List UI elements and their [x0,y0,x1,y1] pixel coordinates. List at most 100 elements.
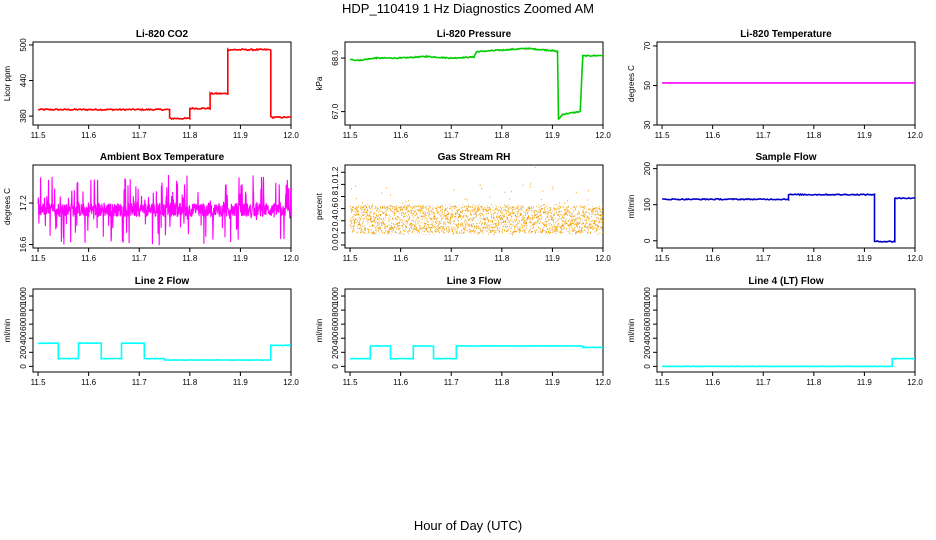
x-tick-label: 11.9 [545,131,561,140]
series [37,47,291,121]
y-tick-label: 0.0 [331,239,340,251]
x-tick-label: 11.9 [545,378,561,387]
y-tick-label: 800 [643,303,652,317]
x-tick-label: 11.5 [655,254,671,263]
plot-frame [344,41,604,126]
panel-title: Li-820 CO2 [136,29,189,40]
x-tick-label: 11.6 [81,254,97,263]
x-tick-label: 11.7 [756,131,772,140]
y-tick-label: 67.0 [331,103,340,119]
y-axis-label: ml/min [3,319,12,343]
panel-title: Li-820 Temperature [740,29,832,40]
y-tick-label: 0 [643,364,652,369]
x-tick-label: 11.7 [756,378,772,387]
y-axis-label: degrees C [627,65,636,102]
x-tick-label: 12.0 [907,254,923,263]
y-tick-label: 200 [643,345,652,359]
x-tick-label: 11.5 [343,131,359,140]
x-tick-label: 11.8 [182,378,198,387]
x-tick-label: 12.0 [283,378,299,387]
y-tick-label: 800 [19,303,28,317]
x-tick-label: 11.5 [31,131,47,140]
x-tick-label: 11.9 [233,254,249,263]
x-tick-label: 11.9 [545,254,561,263]
y-tick-label: 68.0 [331,50,340,66]
x-tick-label: 11.8 [806,378,822,387]
x-tick-label: 11.7 [132,254,148,263]
y-tick-label: 380 [19,109,28,123]
x-tick-label: 11.6 [393,378,409,387]
plot-frame [32,41,292,126]
series [37,342,291,362]
x-tick-label: 12.0 [283,254,299,263]
x-tick-label: 11.9 [233,131,249,140]
panel-title: Line 3 Flow [447,276,502,287]
x-tick-label: 12.0 [595,254,611,263]
x-tick-label: 11.7 [444,254,460,263]
panel-3: Li-820 Temperature 11.5 11.6 11.7 11.8 11.9 12… [627,29,923,140]
x-tick-label: 11.6 [705,131,721,140]
x-tick-label: 11.6 [393,131,409,140]
y-tick-label: 440 [19,73,28,87]
x-tick-label: 11.9 [857,254,873,263]
series [662,357,915,368]
series-line [37,174,291,246]
x-tick-label: 11.8 [494,378,510,387]
x-tick-label: 11.6 [705,378,721,387]
x-tick-label: 12.0 [595,378,611,387]
x-tick-label: 11.8 [806,131,822,140]
x-tick-label: 11.6 [393,254,409,263]
x-tick-label: 12.0 [283,131,299,140]
y-tick-label: 1000 [331,287,340,305]
series [349,47,603,120]
y-axis-label: percent [315,192,324,219]
x-tick-label: 11.7 [132,131,148,140]
x-tick-label: 11.7 [132,378,148,387]
panel-title: Sample Flow [755,152,816,163]
page-x-axis-label: Hour of Day (UTC) [413,518,523,533]
page-title: HDP_110419 1 Hz Diagnostics Zoomed AM [342,1,594,16]
panel-2: Li-820 Pressure 11.5 11.6 11.7 11.8 11.9 12.0 6… [315,29,611,140]
y-tick-label: 0 [19,364,28,369]
y-tick-label: 1.2 [331,166,340,178]
y-axis-label: Licor ppm [3,66,12,101]
plot-frame [656,288,916,373]
series-line [349,47,603,120]
panel-title: Li-820 Pressure [437,29,512,40]
series-line [37,47,291,121]
y-axis-label: ml/min [315,319,324,343]
y-axis-label: degrees C [3,188,12,225]
x-tick-label: 12.0 [595,131,611,140]
panel-title: Line 2 Flow [135,276,190,287]
y-tick-label: 400 [19,331,28,345]
y-tick-label: 1.0 [331,178,340,190]
plot-frame [344,164,604,249]
x-tick-label: 12.0 [907,131,923,140]
y-tick-label: 0.4 [331,215,340,227]
y-tick-label: 600 [331,317,340,331]
y-tick-label: 200 [19,345,28,359]
x-tick-label: 11.9 [857,378,873,387]
panel-title: Gas Stream RH [438,152,511,163]
series [37,174,291,246]
y-axis-label: ml/min [627,195,636,219]
y-tick-label: 50 [643,80,652,89]
panel-5: Gas Stream RH 11.5 11.6 11.7 11.8 11.9 12.0 0.0… [315,152,611,263]
series-points [350,166,603,236]
series [661,192,915,243]
y-tick-label: 0.8 [331,190,340,202]
y-axis-label: kPa [315,76,324,90]
x-tick-label: 11.5 [655,378,671,387]
x-tick-label: 11.8 [806,254,822,263]
y-tick-label: 400 [643,331,652,345]
panel-title: Ambient Box Temperature [100,152,225,163]
panel-6: Sample Flow 11.5 11.6 11.7 11.8 11.9 12.0 0 100 2… [627,152,923,263]
y-tick-label: 400 [331,331,340,345]
series-line [662,357,915,368]
y-axis-label: ml/min [627,319,636,343]
x-tick-label: 12.0 [907,378,923,387]
y-tick-label: 600 [19,317,28,331]
x-tick-label: 11.5 [31,254,47,263]
x-tick-label: 11.8 [182,131,198,140]
y-tick-label: 0 [331,364,340,369]
